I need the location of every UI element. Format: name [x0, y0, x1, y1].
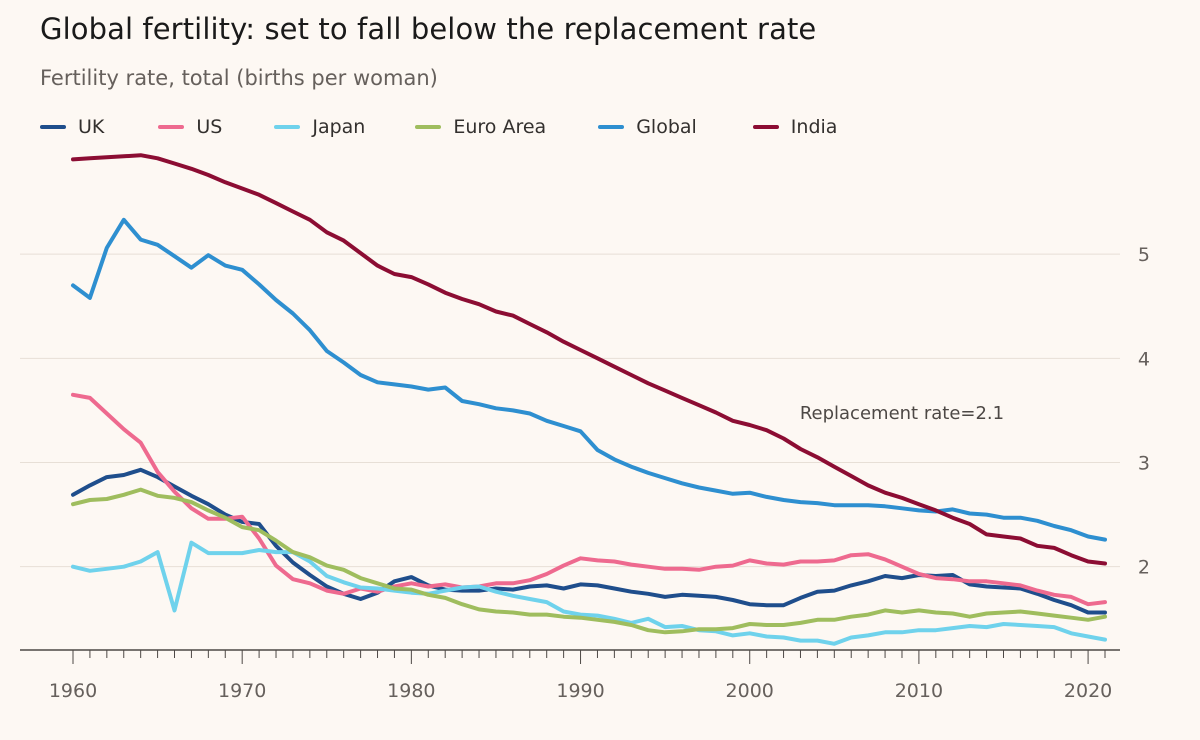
x-tick-label-1980: 1980	[387, 680, 435, 702]
legend-swatch-global	[598, 125, 625, 129]
legend-label-us: US	[196, 116, 223, 138]
series-line-euro-area	[71, 487, 1107, 635]
legend-item-euro-area: Euro Area	[415, 116, 546, 138]
x-tick-label-2010: 2010	[895, 680, 943, 702]
legend-swatch-japan	[274, 125, 301, 129]
x-tick-label-1990: 1990	[556, 680, 604, 702]
y-tick-label-4: 4	[1138, 348, 1150, 370]
x-tick-label-2020: 2020	[1064, 680, 1112, 702]
series-line-global	[71, 217, 1107, 542]
legend-swatch-us	[158, 125, 185, 129]
legend-label-global: Global	[636, 116, 697, 138]
annotation-replacement-rate: Replacement rate=2.1	[800, 403, 1004, 424]
y-tick-label-5: 5	[1138, 244, 1150, 266]
x-tick-label-2000: 2000	[726, 680, 774, 702]
x-tick-label-1970: 1970	[218, 680, 266, 702]
legend-item-us: US	[158, 116, 222, 138]
y-tick-label-3: 3	[1138, 453, 1150, 475]
legend-label-euro-area: Euro Area	[453, 116, 547, 138]
y-tick-label-2: 2	[1138, 557, 1150, 579]
series-line-uk	[71, 467, 1107, 615]
series-line-india	[71, 153, 1107, 566]
chart-subtitle: Fertility rate, total (births per woman)	[40, 66, 438, 90]
legend-label-japan: Japan	[312, 116, 366, 138]
legend-label-india: India	[790, 116, 838, 138]
legend-item-japan: Japan	[274, 116, 365, 138]
legend: UK US Japan Euro Area Global India	[40, 116, 837, 138]
chart-title: Global fertility: set to fall below the …	[40, 12, 817, 46]
legend-swatch-uk	[40, 125, 66, 129]
legend-item-global: Global	[598, 116, 697, 138]
legend-label-uk: UK	[78, 116, 105, 138]
series-line-us	[71, 392, 1107, 607]
series-line-japan	[71, 540, 1107, 646]
legend-swatch-india	[752, 125, 779, 129]
legend-item-uk: UK	[40, 116, 104, 138]
legend-swatch-euro-area	[415, 125, 442, 129]
x-tick-label-1960: 1960	[49, 680, 97, 702]
legend-item-india: India	[752, 116, 838, 138]
